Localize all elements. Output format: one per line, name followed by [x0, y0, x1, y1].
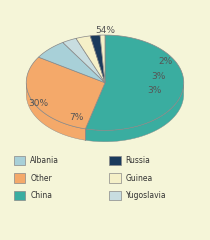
- Text: 30%: 30%: [29, 99, 49, 108]
- Text: China: China: [30, 191, 52, 200]
- Text: Russia: Russia: [126, 156, 151, 165]
- Bar: [14, 173, 25, 183]
- Polygon shape: [100, 35, 105, 83]
- Bar: [14, 191, 25, 200]
- Bar: [109, 156, 121, 165]
- Text: Yugoslavia: Yugoslavia: [126, 191, 166, 200]
- Text: 54%: 54%: [95, 26, 115, 35]
- Polygon shape: [90, 35, 105, 83]
- Polygon shape: [38, 42, 105, 83]
- Text: Albania: Albania: [30, 156, 59, 165]
- Polygon shape: [26, 83, 85, 140]
- Polygon shape: [76, 36, 105, 83]
- Polygon shape: [26, 57, 105, 129]
- Text: Guinea: Guinea: [126, 174, 153, 183]
- Text: 2%: 2%: [158, 57, 172, 66]
- Text: Other: Other: [30, 174, 52, 183]
- Text: 3%: 3%: [148, 86, 162, 96]
- Text: 3%: 3%: [152, 72, 166, 81]
- Bar: [109, 191, 121, 200]
- Polygon shape: [63, 38, 105, 83]
- Text: 7%: 7%: [69, 114, 83, 122]
- Polygon shape: [85, 84, 184, 142]
- Bar: [109, 173, 121, 183]
- Polygon shape: [85, 35, 184, 130]
- Bar: [14, 156, 25, 165]
